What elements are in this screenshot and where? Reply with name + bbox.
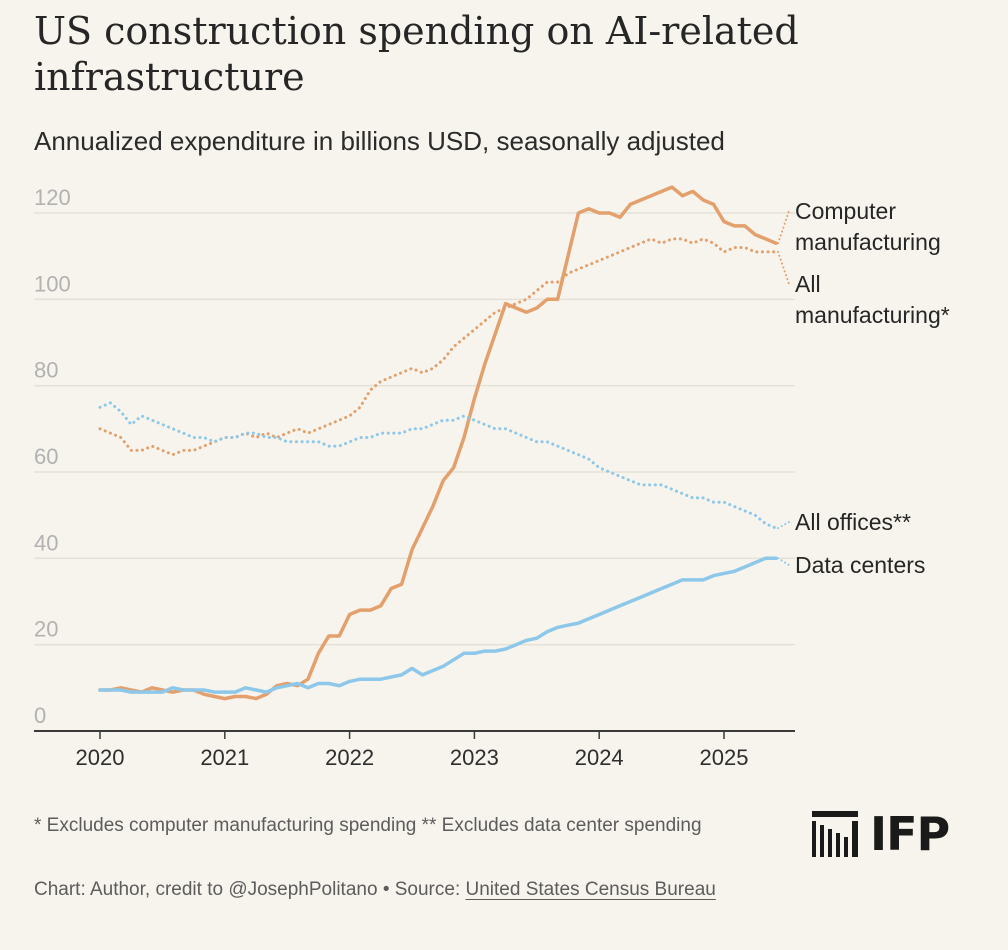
y-tick-label-60: 60 [34, 444, 58, 469]
series-label-line: Computer [795, 198, 896, 224]
page-title: US construction spending on AI-related i… [34, 9, 799, 99]
x-tick-label-2021: 2021 [200, 745, 249, 770]
credit-text: Chart: Author, credit to @JosephPolitano… [34, 879, 466, 900]
y-tick-label-20: 20 [34, 617, 58, 642]
x-tick-label-2023: 2023 [450, 745, 499, 770]
series-line-all-offices [98, 401, 778, 530]
gridlines [34, 212, 795, 732]
series-label-line: All [795, 271, 821, 297]
label-connector-all-manufacturing [777, 250, 790, 285]
label-connector-data-centers [777, 557, 790, 566]
y-tick-label-120: 120 [34, 185, 71, 210]
footnote: * Excludes computer manufacturing spendi… [34, 815, 702, 836]
ifp-logo-mark-icon [812, 811, 858, 857]
series-label-all-manufacturing: All manufacturing* [795, 271, 950, 328]
y-tick-label-80: 80 [34, 358, 58, 383]
y-tick-label-0: 0 [34, 703, 46, 728]
series-label-all-offices: All offices** [795, 509, 911, 535]
series-label-line: Data centers [795, 552, 925, 578]
credit-line: Chart: Author, credit to @JosephPolitano… [34, 876, 774, 903]
x-axis-ticks: 2020 2021 2022 2023 2024 2025 [76, 731, 749, 770]
series-line-data-centers [98, 556, 778, 694]
label-connector-computer-manufacturing [777, 210, 790, 245]
series-line-all-manufacturing [98, 237, 778, 457]
x-tick-label-2020: 2020 [76, 745, 125, 770]
ifp-logo-text: IFP [870, 807, 950, 861]
series-label-line: manufacturing* [795, 302, 950, 328]
y-tick-label-40: 40 [34, 530, 58, 555]
source-link[interactable]: United States Census Bureau [465, 879, 716, 900]
series-lines [98, 185, 778, 701]
x-tick-label-2022: 2022 [325, 745, 374, 770]
series-label-computer-manufacturing: Computer manufacturing [795, 198, 941, 255]
label-connector-all-offices [777, 521, 790, 530]
series-label-line: manufacturing [795, 229, 941, 255]
series-label-line: All offices** [795, 509, 911, 535]
series-line-computer-manufacturing [98, 185, 778, 701]
x-tick-label-2025: 2025 [700, 745, 749, 770]
y-axis-ticks: 0 20 40 60 80 100 120 [34, 185, 71, 728]
x-tick-label-2024: 2024 [575, 745, 624, 770]
page-subtitle: Annualized expenditure in billions USD, … [34, 126, 725, 156]
ifp-logo: IFP [812, 808, 972, 860]
y-tick-label-100: 100 [34, 271, 71, 296]
series-label-data-centers: Data centers [795, 552, 925, 578]
line-chart: 0 20 40 60 80 100 120 2020 2021 2022 2023 2024 2025… [34, 185, 950, 770]
